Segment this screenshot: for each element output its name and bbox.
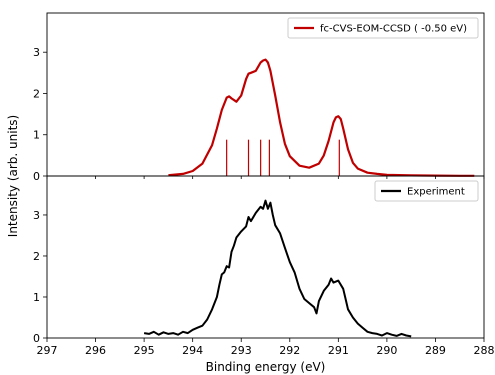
x-tick-label: 289: [425, 344, 446, 357]
top-legend-box: [287, 17, 479, 39]
y-tick-label: 1: [33, 291, 40, 304]
x-tick-label: 294: [182, 344, 203, 357]
y-tick-label: 2: [33, 87, 40, 100]
x-tick-label: 291: [328, 344, 349, 357]
legend-label: Experiment: [407, 187, 465, 198]
bottom-axes-frame: [46, 175, 485, 339]
x-tick-label: 288: [474, 344, 495, 357]
experiment-spectrum-line: [143, 199, 412, 338]
x-tick-label: 297: [37, 344, 58, 357]
x-tick-label: 292: [279, 344, 300, 357]
x-axis-title: Binding energy (eV): [206, 360, 326, 374]
y-tick-label: 1: [33, 129, 40, 142]
y-tick-label: 0: [33, 170, 40, 183]
simulated-spectrum-line: [168, 58, 475, 177]
x-tick-label: 290: [376, 344, 397, 357]
x-tick-label: 293: [231, 344, 252, 357]
x-tick-label: 296: [85, 344, 106, 357]
y-tick-label: 2: [33, 250, 40, 263]
legend-label: fc-CVS-EOM-CCSD ( -0.50 eV): [320, 24, 467, 35]
bottom-legend-box: [374, 180, 479, 202]
y-tick-label: 0: [33, 332, 40, 345]
y-axis-title: Intensity (arb. units): [6, 115, 20, 237]
y-tick-label: 3: [33, 209, 40, 222]
y-tick-label: 3: [33, 46, 40, 59]
x-tick-label: 295: [134, 344, 155, 357]
